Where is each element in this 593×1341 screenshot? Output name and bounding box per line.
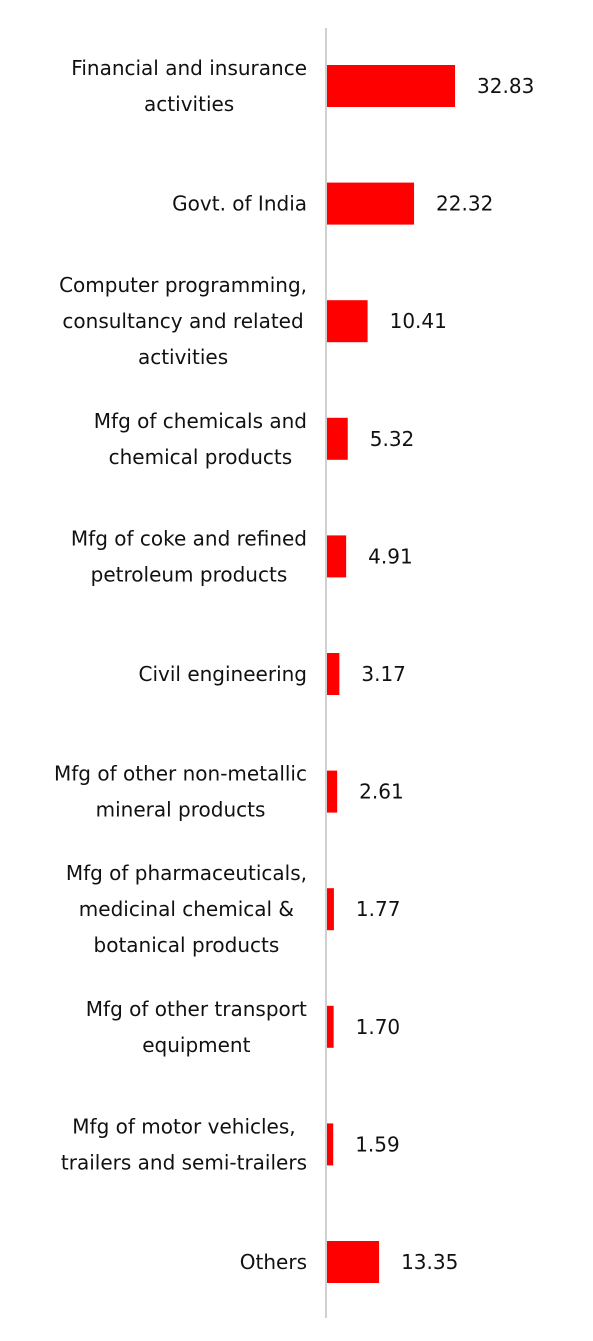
category-label: Mfg of coke and refined petroleum product… <box>71 526 307 586</box>
category-label: Mfg of other transport equipment <box>86 997 307 1057</box>
bar <box>327 535 347 578</box>
value-label: 13.35 <box>401 1250 458 1274</box>
bar <box>327 770 338 813</box>
bars-group <box>327 65 456 1283</box>
category-label-line: activities <box>138 345 228 369</box>
value-label: 10.41 <box>390 309 447 333</box>
category-label-line: Govt. of India <box>172 192 307 216</box>
category-label-line: Mfg of coke and refined <box>71 526 307 550</box>
bar <box>327 182 415 225</box>
category-label-line: Mfg of other non-metallic <box>54 762 307 786</box>
category-label-line: mineral products <box>96 798 266 822</box>
value-label: 3.17 <box>361 662 406 686</box>
bar <box>327 888 334 931</box>
value-label: 5.32 <box>370 427 415 451</box>
category-label-line: Mfg of pharmaceuticals, <box>66 861 307 885</box>
category-label: Mfg of chemicals and chemical products <box>94 409 307 469</box>
value-label: 4.91 <box>368 544 413 568</box>
category-label: Computer programming, consultancy and rel… <box>59 273 307 369</box>
bar <box>327 417 348 460</box>
value-label: 2.61 <box>359 780 404 804</box>
category-label-line: trailers and semi-trailers <box>61 1150 307 1174</box>
category-label-line: consultancy and related <box>62 309 303 333</box>
category-label: Govt. of India <box>172 192 307 216</box>
category-label-line: Computer programming, <box>59 273 307 297</box>
category-labels-group: Financial and insurance activities Govt. o… <box>54 56 307 1274</box>
category-label-line: botanical products <box>94 933 280 957</box>
category-label: Mfg of pharmaceuticals, medicinal chemica… <box>66 861 307 957</box>
category-label-line: Mfg of other transport <box>86 997 307 1021</box>
category-label: Mfg of other non-metallic mineral product… <box>54 762 307 822</box>
category-label-line: Financial and insurance <box>71 56 307 80</box>
category-label-line: petroleum products <box>91 562 288 586</box>
bar <box>327 300 368 343</box>
value-labels-group: 32.83 22.32 10.41 5.32 4.91 3.17 2.61 1.77 1.70 1… <box>355 74 534 1274</box>
value-label: 1.70 <box>356 1015 401 1039</box>
bar <box>327 1123 334 1166</box>
category-label: Others <box>240 1250 307 1274</box>
bar <box>327 653 340 695</box>
category-label-line: equipment <box>142 1033 250 1057</box>
category-label-line: Others <box>240 1250 307 1274</box>
bar <box>327 65 456 107</box>
value-label: 32.83 <box>477 74 534 98</box>
category-label: Financial and insurance activities <box>71 56 307 116</box>
category-label-line: Mfg of motor vehicles, <box>72 1114 295 1138</box>
category-label-line: medicinal chemical & <box>79 897 294 921</box>
category-label-line: Mfg of chemicals and <box>94 409 307 433</box>
category-label-line: activities <box>144 92 234 116</box>
bar <box>327 1005 334 1048</box>
category-label: Civil engineering <box>139 662 308 686</box>
category-label-line: chemical products <box>109 445 293 469</box>
category-label-line: Civil engineering <box>139 662 308 686</box>
value-label: 1.59 <box>355 1132 400 1156</box>
bar <box>327 1241 380 1283</box>
category-label: Mfg of motor vehicles, trailers and semi-… <box>61 1114 307 1174</box>
value-label: 1.77 <box>356 897 401 921</box>
value-label: 22.32 <box>436 192 493 216</box>
